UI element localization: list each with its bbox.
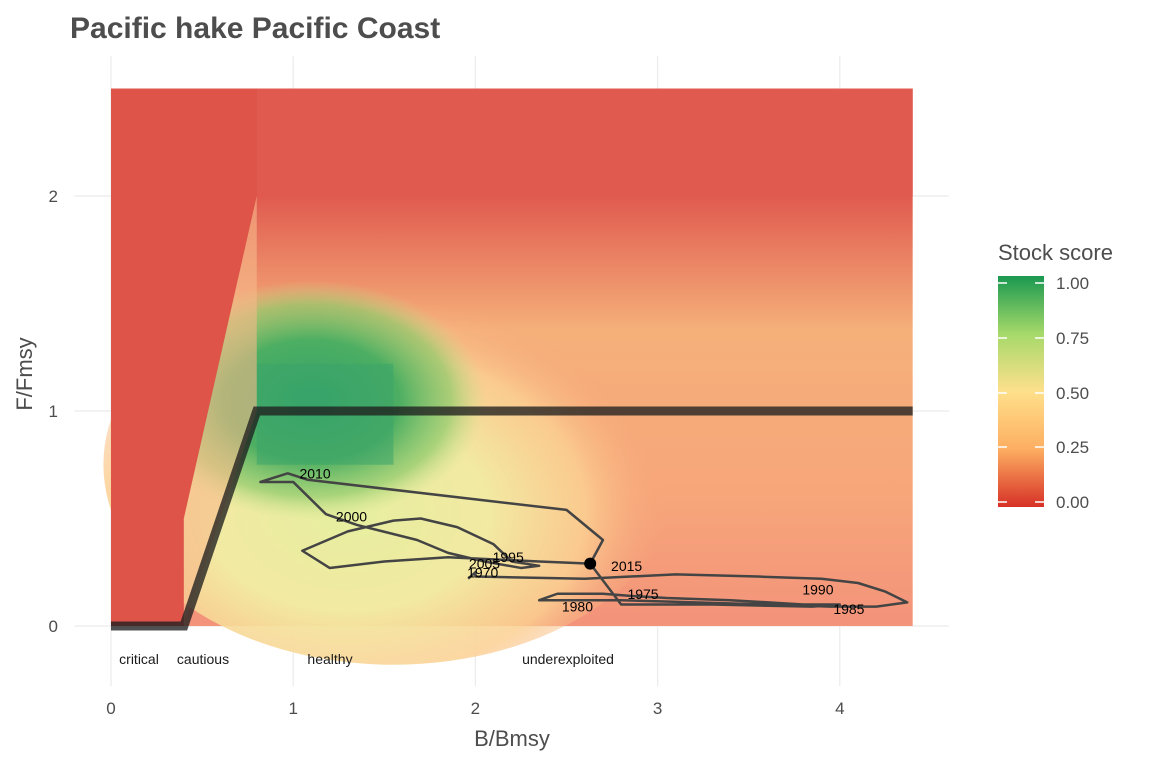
year-label: 2010 — [299, 465, 330, 481]
zone-label: cautious — [177, 651, 229, 667]
control-rule — [111, 406, 913, 631]
y-tick-label: 2 — [49, 187, 58, 206]
legend-ticks: 1.00 0.75 0.50 0.25 0.00 — [998, 274, 1089, 512]
x-axis-title: B/Bmsy — [474, 726, 550, 751]
chart-title: Pacific hake Pacific Coast — [70, 12, 440, 45]
zone-label: underexploited — [522, 651, 614, 667]
year-label: 1980 — [562, 599, 593, 615]
y-tick-labels: 0 1 2 — [49, 187, 58, 636]
zone-labels: critical cautious healthy underexploited — [119, 651, 614, 667]
legend-title: Stock score — [998, 240, 1113, 265]
surface-top — [256, 88, 913, 196]
x-tick-label: 0 — [106, 699, 115, 718]
year-label: 1995 — [493, 549, 524, 565]
legend-colorbar — [998, 276, 1044, 507]
year-label: 1975 — [627, 586, 658, 602]
year-label: 2015 — [611, 558, 642, 574]
x-tick-label: 4 — [835, 699, 844, 718]
legend-tick-label: 0.75 — [1056, 329, 1089, 348]
legend-tick-label: 0.25 — [1056, 438, 1089, 457]
y-axis-title: F/Fmsy — [12, 337, 37, 410]
x-tick-label: 2 — [471, 699, 480, 718]
legend: Stock score 1.00 0.75 0.50 0.25 0.00 — [998, 240, 1113, 512]
y-tick-label: 0 — [49, 617, 58, 636]
x-tick-labels: 0 1 2 3 4 — [106, 699, 844, 718]
current-point — [584, 557, 597, 570]
zone-label: healthy — [307, 651, 352, 667]
year-label: 2005 — [469, 556, 500, 572]
year-label: 2000 — [336, 508, 367, 524]
legend-tick-label: 0.50 — [1056, 384, 1089, 403]
x-tick-label: 1 — [288, 699, 297, 718]
x-tick-label: 3 — [653, 699, 662, 718]
year-label: 1985 — [833, 601, 864, 617]
y-tick-label: 1 — [49, 402, 58, 421]
trajectory — [259, 472, 909, 608]
control-rule-line — [111, 406, 913, 631]
year-label: 1990 — [802, 581, 833, 597]
legend-tick-label: 1.00 — [1056, 274, 1089, 293]
surface-critical — [111, 88, 257, 626]
year-label: 1970 — [467, 564, 498, 580]
surface-transition — [183, 196, 257, 626]
zone-label: critical — [119, 651, 159, 667]
legend-tick-label: 0.00 — [1056, 493, 1089, 512]
